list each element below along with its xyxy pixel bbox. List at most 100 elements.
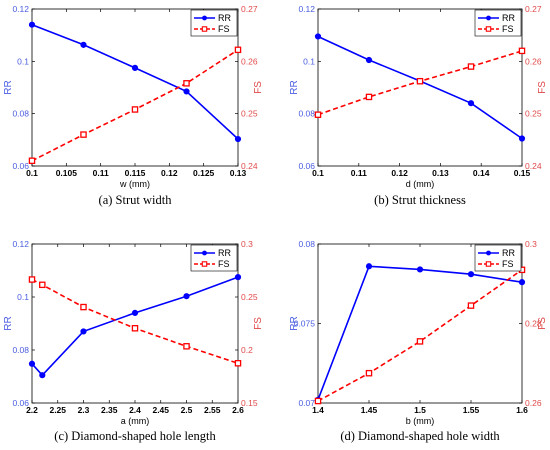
x-tick-label: 2.4	[129, 405, 141, 415]
y-left-tick-label: 0.06	[12, 398, 29, 408]
y-left-tick-label: 0.1	[303, 56, 315, 66]
panel-caption: (b) Strut thickness	[374, 193, 466, 207]
data-point-rr	[183, 293, 190, 300]
y-right-axis-label: FS	[253, 81, 264, 94]
data-point-fs	[518, 47, 526, 55]
y-left-axis-label: RR	[289, 316, 300, 330]
chart-panel-a: 0.1 0.105 0.11 0.115 0.12 0.125 0.13 w (mm) 0.06…	[3, 4, 264, 207]
legend-label-rr: RR	[502, 13, 515, 23]
data-point-fs	[234, 359, 242, 367]
x-tick-label: 0.13	[230, 168, 247, 178]
y-left-tick-label: 0.08	[298, 239, 315, 249]
data-point-rr	[365, 56, 373, 64]
data-point-fs	[80, 131, 87, 138]
data-point-fs	[39, 281, 46, 289]
data-point-fs	[234, 46, 242, 54]
y-right-tick-label: 0.2	[241, 345, 253, 355]
data-point-fs	[28, 157, 36, 165]
data-point-fs	[416, 77, 424, 85]
y-right-axis-label: FS	[537, 317, 548, 330]
legend-label-fs: FS	[502, 24, 514, 34]
legend-marker-rr	[202, 250, 207, 256]
data-point-rr	[416, 266, 424, 273]
chart-panel-c: 2.2 2.25 2.3 2.35 2.4 2.45 2.5 2.55 2.6 a (mm) 0.0…	[3, 239, 264, 443]
y-right-tick-label: 0.27	[241, 4, 258, 14]
x-tick-label: 0.1	[26, 168, 38, 178]
data-point-rr	[365, 263, 373, 270]
legend-marker-fs	[201, 261, 208, 267]
x-tick-label: 0.1	[312, 168, 324, 178]
y-right-tick-label: 0.24	[241, 161, 258, 171]
data-point-rr	[131, 309, 139, 316]
y-left-tick-label: 0.1	[17, 292, 29, 302]
legend-marker-rr	[486, 15, 491, 21]
chart-panel-d: 1.4 1.45 1.5 1.55 1.6 b (mm) 0.07 0.075 0.08 RR 0.…	[289, 239, 548, 443]
legend-label-rr: RR	[502, 248, 515, 258]
legend-label-rr: RR	[218, 13, 231, 23]
data-point-rr	[467, 100, 475, 107]
x-tick-label: 0.125	[193, 168, 215, 178]
data-point-rr	[467, 271, 475, 278]
x-tick-label: 0.15	[514, 168, 531, 178]
y-left-tick-label: 0.08	[298, 109, 315, 119]
y-right-tick-label: 0.26	[525, 398, 542, 408]
data-point-fs	[28, 276, 36, 283]
panel-caption: (d) Diamond-shaped hole width	[340, 429, 500, 443]
legend-box	[190, 244, 238, 272]
x-tick-label: 0.105	[56, 168, 78, 178]
y-left-tick-label: 0.075	[294, 319, 316, 329]
y-right-tick-label: 0.25	[241, 109, 258, 119]
x-tick-label: 1.5	[414, 405, 426, 415]
y-left-tick-label: 0.12	[298, 4, 315, 14]
y-left-tick-label: 0.06	[12, 161, 29, 171]
x-axis-label: w (mm)	[119, 179, 150, 189]
y-right-tick-label: 0.15	[241, 398, 258, 408]
x-axis-label: a (mm)	[121, 416, 150, 426]
y-right-tick-label: 0.25	[525, 109, 542, 119]
panel-caption: (c) Diamond-shaped hole length	[54, 429, 216, 443]
x-tick-label: 0.115	[125, 168, 146, 178]
y-left-axis-label: RR	[3, 316, 14, 330]
y-left-tick-label: 0.12	[12, 239, 29, 249]
x-tick-label: 1.6	[516, 405, 528, 415]
y-left-tick-label: 0.06	[298, 161, 315, 171]
y-right-axis-label: FS	[253, 317, 264, 330]
data-point-fs	[467, 302, 475, 309]
data-point-rr	[28, 360, 36, 367]
x-tick-label: 0.12	[391, 168, 408, 178]
legend-label-fs: FS	[218, 259, 230, 269]
data-point-fs	[365, 93, 373, 101]
data-point-fs	[183, 80, 190, 87]
data-point-rr	[28, 21, 36, 28]
x-tick-label: 2.6	[232, 405, 244, 415]
y-right-tick-label: 0.3	[525, 239, 537, 249]
x-tick-label: 0.14	[473, 168, 490, 178]
data-point-fs	[365, 369, 373, 377]
legend-label-fs: FS	[502, 259, 514, 269]
y-left-axis-label: RR	[289, 80, 300, 94]
y-left-tick-label: 0.08	[12, 345, 29, 355]
y-right-tick-label: 0.24	[525, 161, 542, 171]
data-point-fs	[314, 111, 322, 118]
legend-box	[474, 244, 522, 272]
x-tick-label: 2.2	[26, 405, 38, 415]
x-tick-label: 0.13	[432, 168, 449, 178]
legend-label-fs: FS	[218, 24, 230, 34]
data-point-fs	[131, 106, 139, 113]
y-right-tick-label: 0.26	[525, 56, 542, 66]
data-point-rr	[80, 41, 87, 48]
y-left-tick-label: 0.12	[12, 4, 29, 14]
x-tick-label: 2.3	[78, 405, 90, 415]
legend-box	[190, 9, 238, 37]
x-tick-label: 1.55	[463, 405, 480, 415]
x-tick-label: 2.35	[101, 405, 118, 415]
data-point-rr	[518, 279, 526, 286]
data-point-rr	[234, 274, 242, 281]
data-point-fs	[183, 343, 190, 350]
data-point-rr	[80, 328, 87, 335]
legend-label-rr: RR	[218, 248, 231, 258]
legend-marker-fs	[201, 26, 208, 32]
